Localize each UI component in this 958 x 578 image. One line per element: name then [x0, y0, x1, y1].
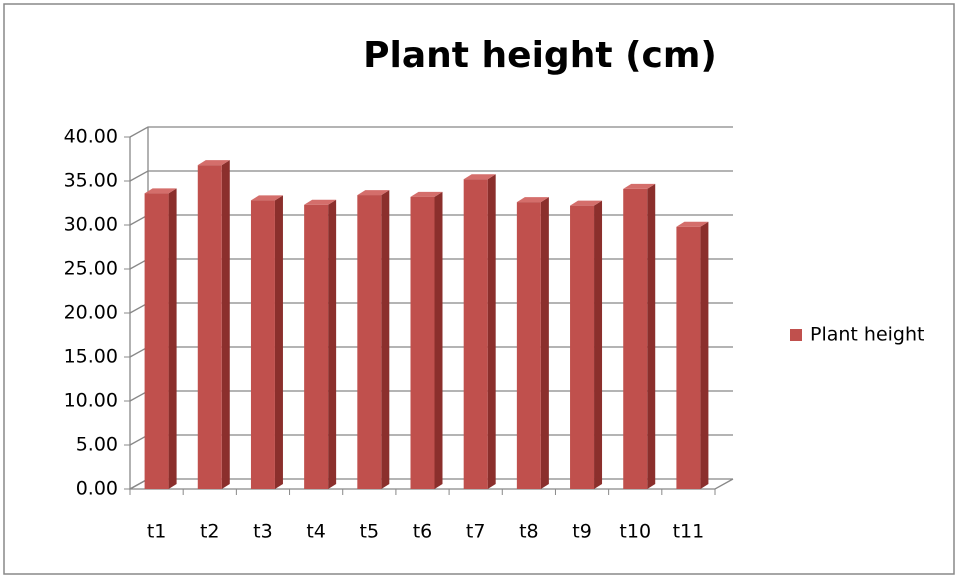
bar-side [700, 221, 709, 489]
bar-top [250, 195, 283, 201]
y-tick-label: 30.00 [64, 214, 118, 236]
x-tick-label: t2 [200, 521, 220, 543]
bar-top [516, 197, 549, 203]
bar-side [328, 199, 337, 489]
y-tick-label: 0.00 [76, 478, 118, 500]
grid-line [129, 126, 733, 138]
y-tick-label: 15.00 [64, 346, 118, 368]
bar-side [381, 190, 390, 489]
bar-top [357, 190, 390, 196]
bar-side [221, 160, 230, 489]
x-tick-label: t5 [360, 521, 380, 543]
bar [676, 226, 701, 489]
y-tick-label: 5.00 [76, 434, 118, 456]
bar-top [570, 200, 603, 206]
x-tick-label: t1 [147, 521, 167, 543]
bar-side [647, 183, 656, 490]
bar [304, 204, 329, 489]
bar-top [676, 221, 709, 227]
y-tick-label: 25.00 [64, 258, 118, 280]
bar-side [540, 197, 549, 489]
bar [516, 202, 541, 489]
bar-top [623, 183, 656, 189]
x-tick-label: t9 [572, 521, 592, 543]
x-tick-label: t6 [413, 521, 433, 543]
y-tick-label: 10.00 [64, 390, 118, 412]
bar-side [594, 200, 603, 489]
bar-side [168, 188, 177, 489]
x-tick-label: t3 [253, 521, 273, 543]
bar-side [487, 174, 496, 490]
y-tick-label: 20.00 [64, 302, 118, 324]
y-tick-label: 35.00 [64, 170, 118, 192]
x-tick-label: t11 [673, 521, 705, 543]
bar-top [197, 160, 230, 166]
bar [410, 196, 435, 489]
bar-top [463, 174, 496, 180]
grid-line [129, 170, 733, 182]
bar [570, 205, 595, 489]
bar [144, 193, 169, 489]
x-tick-label: t8 [519, 521, 539, 543]
x-tick-label: t7 [466, 521, 486, 543]
bar-side [274, 195, 283, 490]
bar-top [304, 199, 337, 205]
legend-swatch [790, 329, 802, 341]
y-tick-label: 40.00 [64, 126, 118, 148]
bar [357, 195, 382, 489]
x-tick-label: t4 [306, 521, 326, 543]
chart-title: Plant height (cm) [363, 35, 717, 76]
bar-top [144, 188, 177, 194]
x-tick-label: t10 [619, 521, 651, 543]
legend-label: Plant height [810, 324, 924, 346]
bar-top [410, 191, 443, 197]
bar [250, 200, 275, 490]
bar [197, 165, 222, 489]
bar [623, 188, 648, 490]
bar-side [434, 191, 443, 489]
bar [463, 179, 488, 490]
